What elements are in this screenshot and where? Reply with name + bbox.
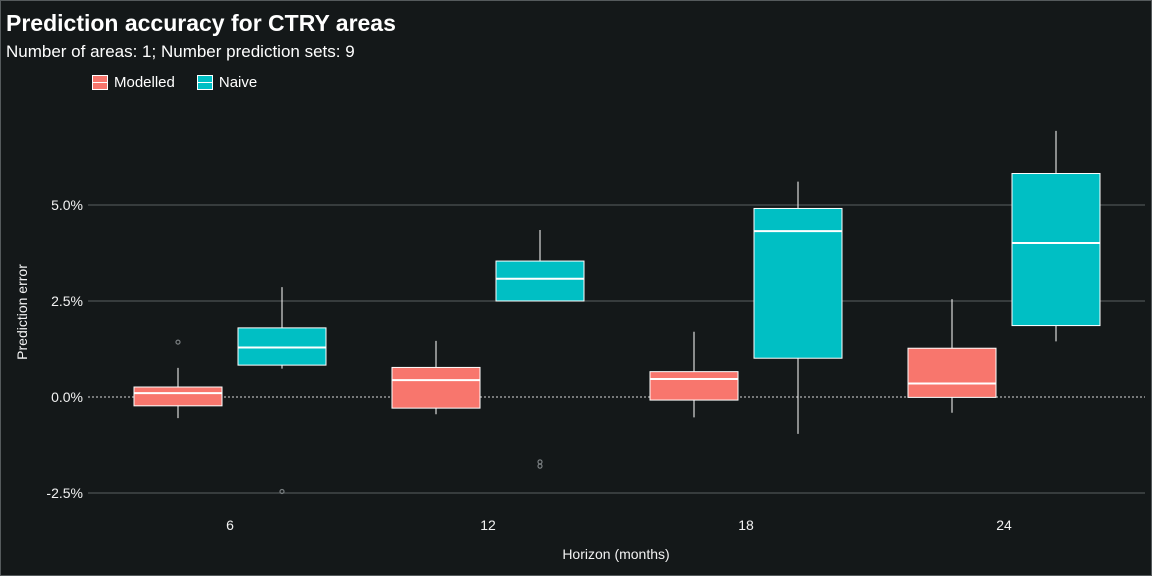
legend-item-modelled: Modelled — [92, 74, 175, 91]
legend-item-naive: Naive — [196, 74, 258, 91]
naive-outlier — [279, 488, 285, 495]
naive-outlier — [537, 463, 543, 469]
legend-key-modelled — [92, 75, 108, 90]
y-tick-label: 0.0% — [51, 389, 83, 405]
legend-label-modelled: Modelled — [114, 74, 175, 91]
legend-key-naive — [196, 75, 213, 90]
x-axis-title: Horizon (months) — [562, 546, 669, 562]
naive-box-12 — [495, 260, 585, 302]
modelled-box-12 — [391, 366, 481, 409]
naive-box-24 — [1011, 173, 1101, 327]
naive-outlier — [537, 459, 543, 465]
legend-label-naive: Naive — [218, 74, 258, 91]
modelled-outlier — [175, 339, 181, 345]
x-tick-label: 12 — [480, 517, 496, 533]
chart-subtitle: Number of areas: 1; Number prediction se… — [6, 42, 355, 61]
chart-title: Prediction accuracy for CTRY areas — [6, 10, 396, 36]
modelled-box-24 — [907, 347, 997, 398]
y-axis-title: Prediction error — [14, 264, 30, 360]
legend: Modelled Naive — [92, 74, 279, 91]
naive-box-18 — [753, 207, 843, 359]
modelled-box-18 — [649, 371, 739, 401]
y-tick-label: 5.0% — [51, 197, 83, 213]
y-tick-label: -2.5% — [46, 485, 83, 501]
y-tick-label: 2.5% — [51, 293, 83, 309]
modelled-box-6 — [133, 386, 223, 407]
x-tick-label: 6 — [226, 517, 234, 533]
x-tick-label: 24 — [996, 517, 1012, 533]
x-tick-label: 18 — [738, 517, 754, 533]
